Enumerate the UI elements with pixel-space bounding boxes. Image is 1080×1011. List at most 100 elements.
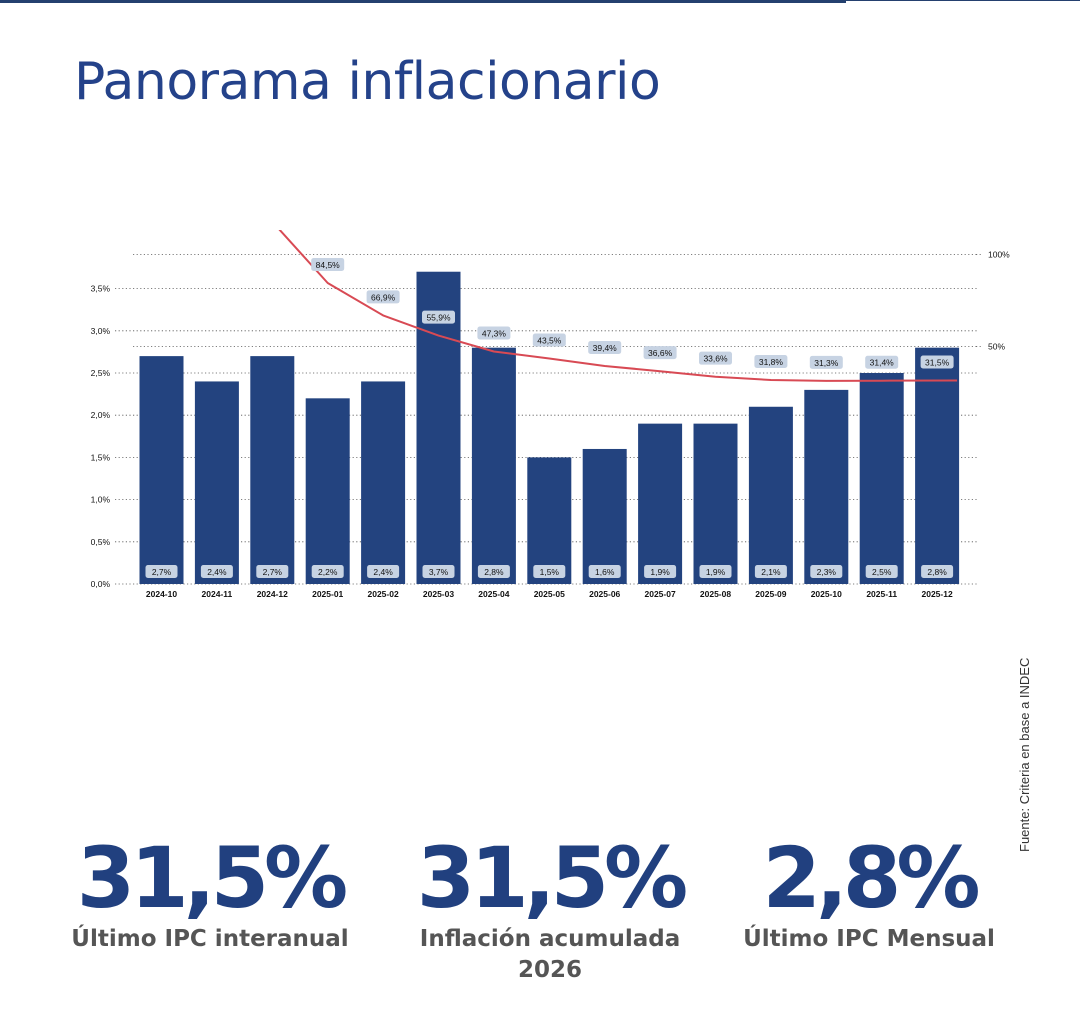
x-tick-label: 2025-07	[644, 589, 675, 599]
bar-data-label: 1,9%	[650, 567, 670, 577]
line-label-box	[699, 351, 732, 365]
line-data-label: 31,4%	[870, 358, 895, 368]
line-label-box	[477, 326, 511, 340]
line-data-label: 47,3%	[482, 328, 507, 338]
kpi-label: Inflación acumulada 2026	[419, 926, 681, 983]
line-data-label: 31,3%	[814, 358, 839, 368]
bar-data-label: 3,7%	[429, 567, 449, 577]
line-data-label: 43,5%	[537, 335, 562, 345]
line-label-box	[532, 333, 566, 347]
bar	[638, 423, 683, 584]
x-tick-label: 2025-08	[700, 589, 731, 599]
y-left-tick-label: 0,5%	[91, 537, 111, 547]
line-data-label: 39,4%	[593, 343, 618, 353]
kpi-value: 2,8%	[762, 829, 981, 927]
line-label-box	[920, 355, 954, 369]
y-left-tick-label: 3,5%	[91, 284, 111, 294]
bar-label-box	[311, 565, 344, 578]
bar	[693, 423, 738, 584]
line-data-label: 66,9%	[371, 292, 396, 302]
bar-data-label: 1,5%	[540, 567, 560, 577]
bar-data-label: 2,4%	[373, 567, 393, 577]
kpi-label: Último IPC interanual	[71, 926, 349, 952]
x-tick-label: 2025-09	[755, 589, 786, 599]
chart-gridlines	[115, 254, 977, 585]
x-tick-label: 2025-11	[866, 589, 897, 599]
bar-label-box	[644, 565, 677, 578]
x-tick-label: 2025-12	[921, 589, 952, 599]
kpi-interannual: 31,5% Último IPC interanual	[70, 828, 350, 955]
kpi-value: 31,5%	[76, 829, 348, 927]
top-accent-line	[846, 0, 1080, 1]
y-left-tick-label: 0,0%	[91, 579, 111, 589]
bar-data-label: 2,4%	[207, 567, 227, 577]
bar-label-box	[699, 565, 732, 578]
bar-label-box	[921, 565, 954, 578]
source-note: Fuente: Criteria en base a INDEC	[1017, 657, 1032, 852]
y-left-axis: 0,0% 0,5% 1,0% 1,5% 2,0% 2,5% 3,0% 3,5%	[91, 284, 111, 589]
x-tick-label: 2025-06	[589, 589, 620, 599]
bar-data-label: 2,5%	[872, 567, 892, 577]
line-label-box	[588, 341, 622, 355]
bar-label-box	[865, 565, 898, 578]
y-left-tick-label: 1,5%	[91, 452, 111, 462]
kpi-label: Último IPC Mensual	[743, 926, 995, 952]
kpi-value: 31,5%	[416, 829, 688, 927]
y-right-axis: 50%100%150%200%	[976, 250, 1010, 352]
x-axis: 2024-10 2024-11 2024-12 2025-01 2025-02 2025-…	[146, 589, 953, 599]
bar-label-box	[754, 565, 787, 578]
line-label-box	[643, 346, 677, 360]
kpi-accumulated: 31,5% Inflación acumulada 2026	[405, 828, 695, 986]
bar	[250, 356, 295, 584]
line-label-box	[754, 354, 788, 368]
line-label-box	[311, 258, 345, 272]
bar-label-box	[477, 565, 510, 578]
line-data-label: 31,8%	[759, 357, 784, 367]
x-tick-label: 2025-04	[478, 589, 509, 599]
bar-label-box	[588, 565, 621, 578]
line-label-box	[809, 355, 843, 369]
kpi-monthly: 2,8% Último IPC Mensual	[735, 828, 1003, 955]
line-path	[278, 230, 958, 382]
bar-label-box	[422, 565, 455, 578]
bar-label-box	[200, 565, 233, 578]
line-data-label: 31,5%	[925, 358, 950, 368]
y-left-tick-label: 3,0%	[91, 326, 111, 336]
x-tick-label: 2024-10	[146, 589, 177, 599]
x-tick-label: 2025-03	[423, 589, 454, 599]
line-data-label: 55,9%	[426, 313, 451, 323]
line-series	[278, 230, 958, 382]
bar-label-box	[367, 565, 400, 578]
y-left-tick-label: 2,0%	[91, 410, 111, 420]
bar-data-label: 2,7%	[263, 567, 283, 577]
bar-data-labels: 2,7% 2,4% 2,7% 2,2% 2,4% 3,7% 2,8% 1,5% 1,6% 1,9%…	[145, 565, 954, 578]
bar	[305, 398, 350, 584]
bar-data-label: 2,1%	[761, 567, 781, 577]
x-tick-label: 2025-10	[811, 589, 842, 599]
bar	[416, 271, 461, 584]
y-left-tick-label: 1,0%	[91, 495, 111, 505]
bar	[527, 457, 572, 584]
line-data-labels: 193,0%166,0%117,8%84,5%66,9%55,9%47,3%43…	[311, 258, 954, 369]
bar-data-label: 2,7%	[152, 567, 172, 577]
bar-data-label: 2,3%	[817, 567, 837, 577]
line-label-box	[865, 355, 899, 369]
x-tick-label: 2024-12	[257, 589, 288, 599]
x-tick-label: 2024-11	[202, 589, 233, 599]
top-accent-bar	[0, 0, 846, 3]
line-label-box	[422, 310, 455, 324]
x-tick-label: 2025-01	[312, 589, 343, 599]
bar	[748, 406, 793, 584]
page-title: Panorama inflacionario	[74, 52, 661, 112]
bar	[361, 381, 406, 584]
bar	[859, 373, 904, 584]
inflation-chart: 0,0% 0,5% 1,0% 1,5% 2,0% 2,5% 3,0% 3,5% 50% 100%…	[91, 230, 1010, 599]
y-right-tick-label: 50%	[988, 342, 1005, 352]
line-label-box	[366, 290, 400, 304]
bar-data-label: 2,8%	[484, 567, 504, 577]
y-right-tick-label: 100%	[988, 250, 1010, 260]
bar	[471, 347, 516, 584]
bar	[139, 356, 184, 584]
y-left-tick-label: 2,5%	[91, 368, 111, 378]
bar-data-label: 1,6%	[595, 567, 615, 577]
